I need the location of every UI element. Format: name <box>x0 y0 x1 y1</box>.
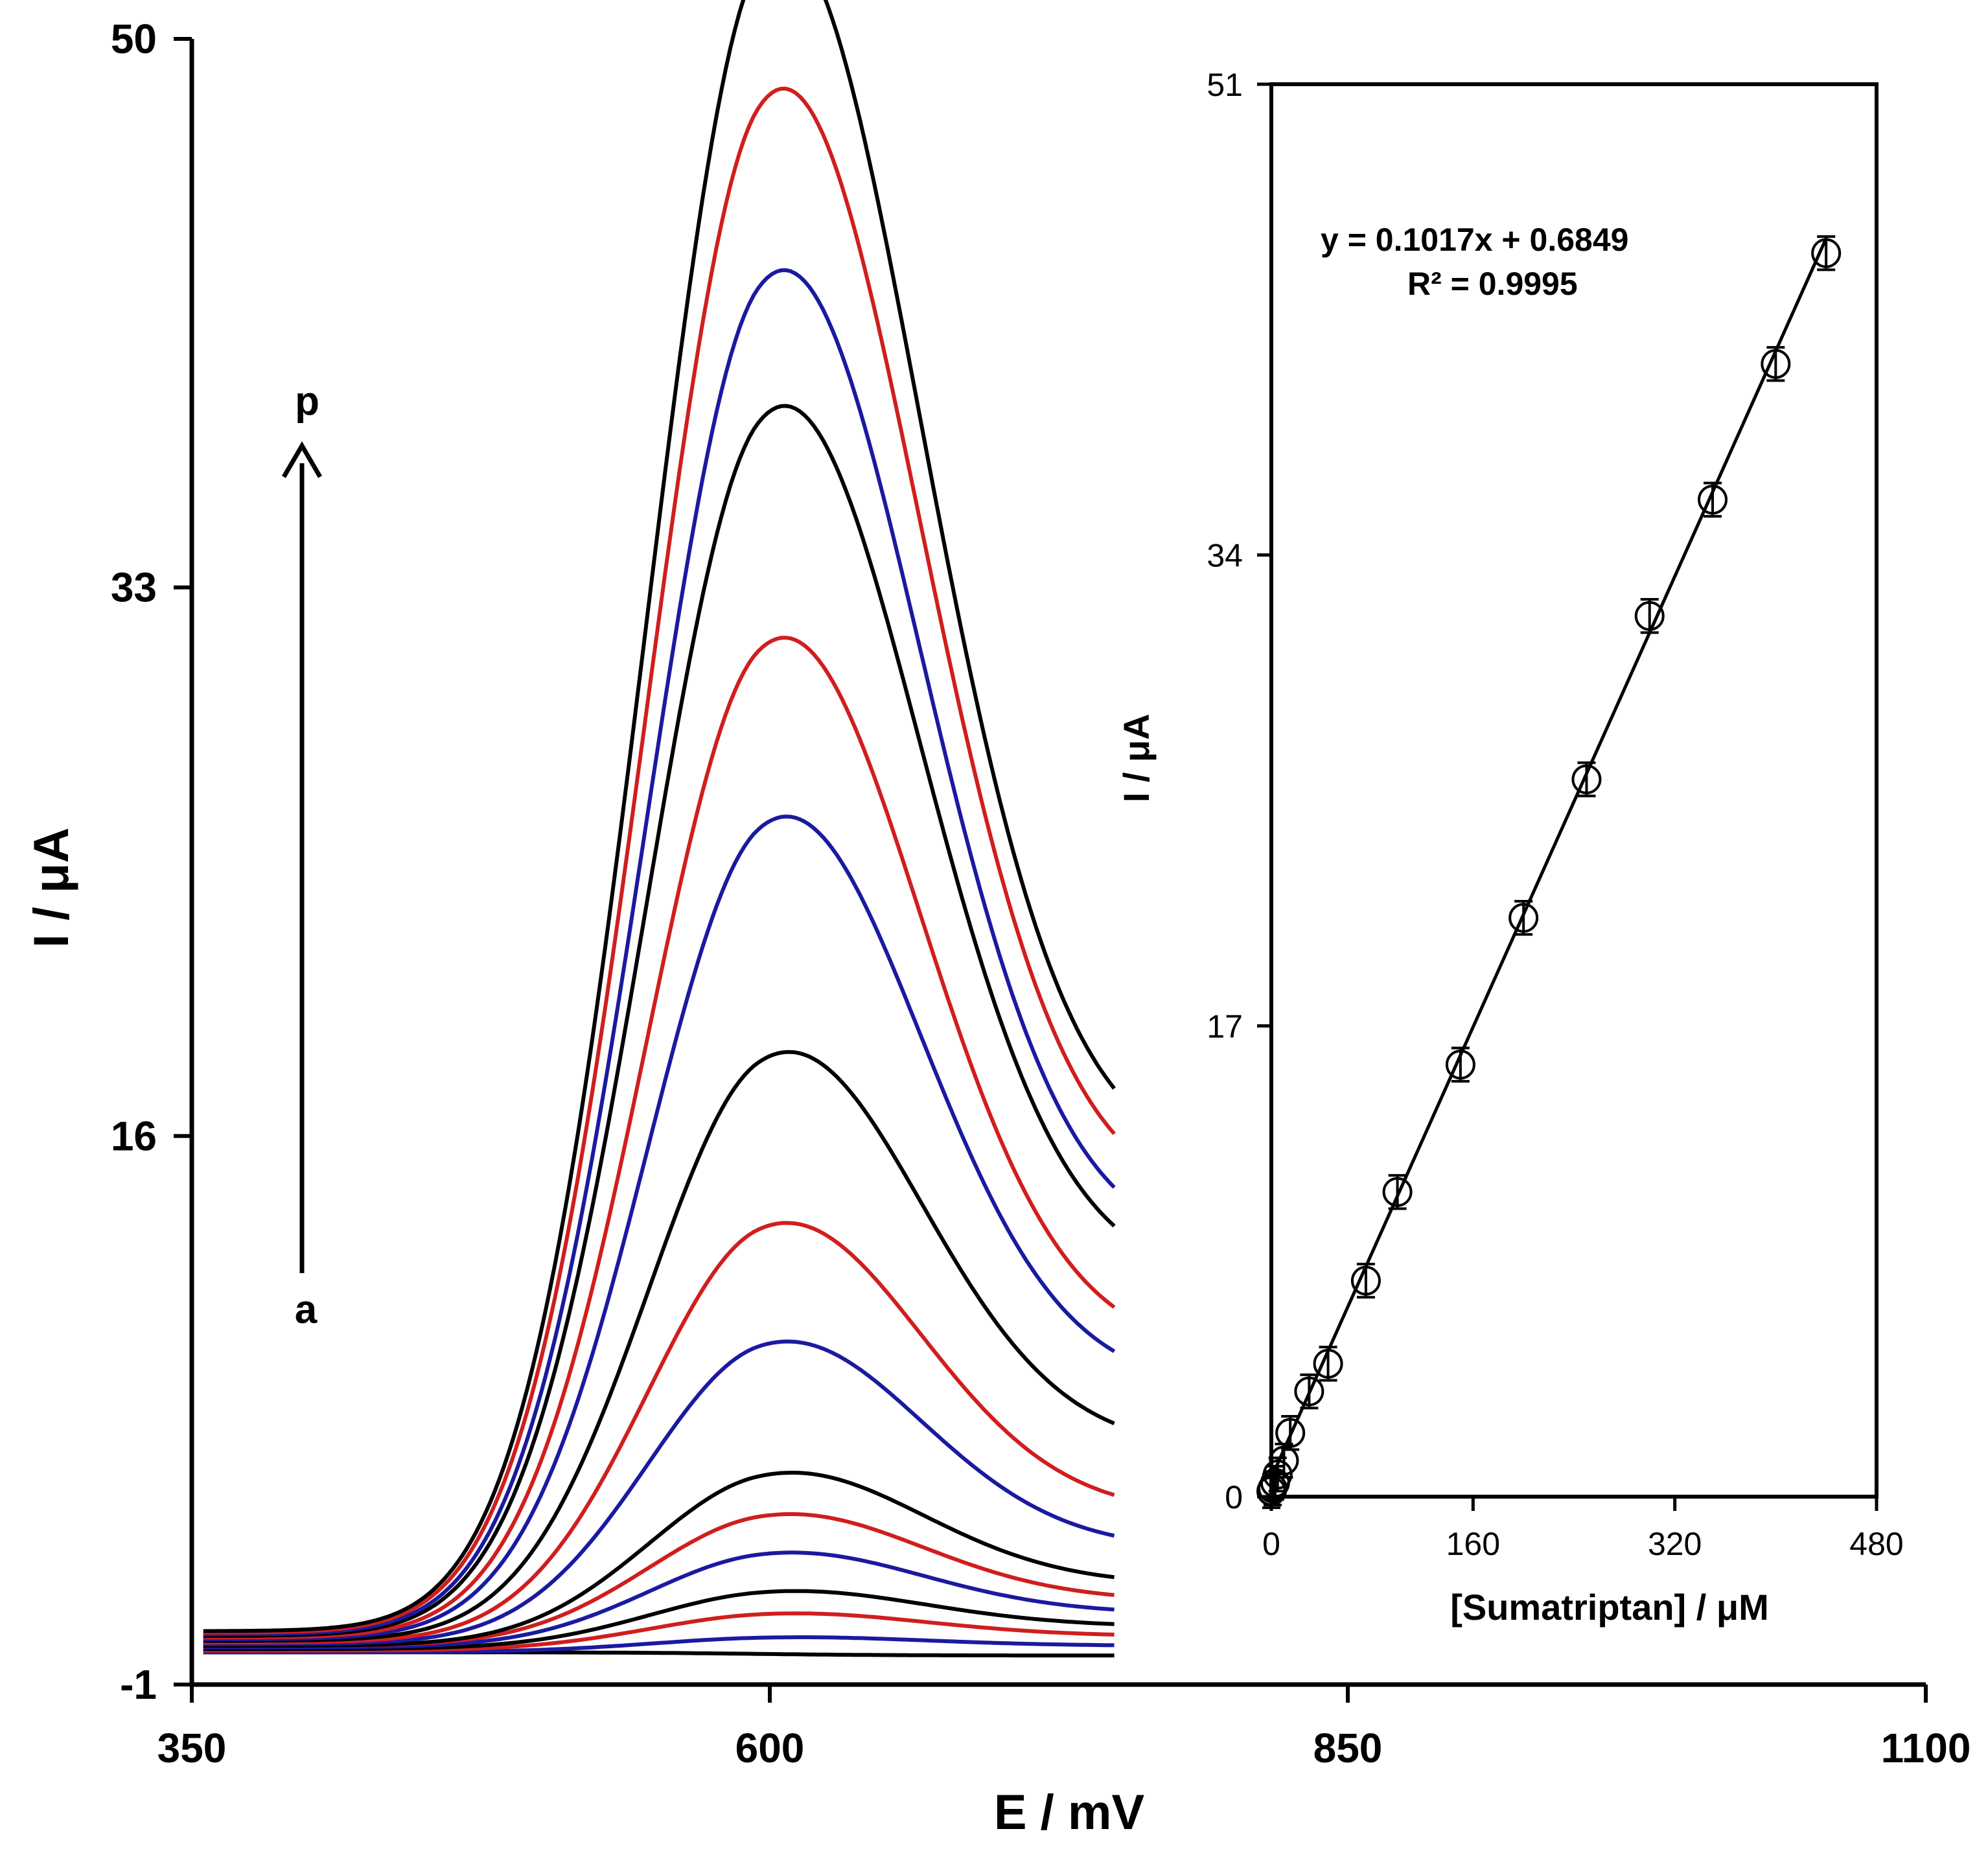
point-marker <box>1262 1459 1293 1490</box>
point-marker <box>1761 349 1791 379</box>
voltammogram-p <box>203 0 1116 1633</box>
voltammogram-m <box>203 404 1116 1639</box>
main-x-axis-title: E / mV <box>994 1785 1145 1840</box>
point-marker <box>1571 764 1602 794</box>
voltammogram-l <box>203 636 1116 1640</box>
inset-equation: y = 0.1017x + 0.6849 <box>1321 222 1628 258</box>
inset-y-axis-title: I / μA <box>1116 714 1157 803</box>
inset-data-point <box>1811 235 1842 271</box>
inset-data-point <box>1634 598 1665 634</box>
inset-chart: 0 160 320 480 0 17 34 51 y = 0.1017x + 0.6849 R… <box>1116 67 1904 1628</box>
main-y-tick-label: 16 <box>111 1112 157 1159</box>
inset-data-point <box>1313 1346 1343 1382</box>
voltammogram-i <box>203 1221 1115 1645</box>
inset-y-tick-label: 17 <box>1207 1008 1243 1044</box>
voltammogram-k <box>203 814 1116 1642</box>
inset-x-axis-title: [Sumatriptan] / μM <box>1450 1587 1769 1628</box>
inset-x-tick-label: 160 <box>1446 1526 1500 1562</box>
voltammogram-n <box>203 268 1116 1637</box>
voltammogram-o <box>203 86 1116 1635</box>
voltammogram-h <box>203 1339 1115 1646</box>
point-marker <box>1811 238 1842 268</box>
inset-data-point <box>1445 1046 1475 1083</box>
inset-x-tick-label: 320 <box>1648 1526 1702 1562</box>
inset-x-tick-label: 0 <box>1262 1526 1280 1562</box>
inset-points <box>1256 235 1842 1510</box>
inset-data-point <box>1275 1415 1306 1451</box>
main-x-tick-label: 600 <box>735 1725 805 1771</box>
main-y-tick-label: -1 <box>120 1661 157 1708</box>
inset-x-tick-label: 480 <box>1849 1526 1903 1562</box>
inset-y-tick-label: 51 <box>1207 67 1243 103</box>
main-chart: 350 600 850 1100 -1 16 33 50 E / mV I / μA p a <box>24 0 1971 1840</box>
point-marker <box>1382 1177 1413 1207</box>
inset-data-point <box>1382 1174 1413 1210</box>
arrow-label-top: p <box>295 379 319 424</box>
inset-frame <box>1269 82 1878 1499</box>
point-marker <box>1698 485 1728 515</box>
inset-data-point <box>1761 346 1791 382</box>
main-curves <box>203 0 1116 1658</box>
main-x-tick-label: 350 <box>157 1725 227 1771</box>
point-marker <box>1508 903 1539 933</box>
inset-r-squared: R² = 0.9995 <box>1407 266 1578 302</box>
point-marker <box>1275 1418 1306 1448</box>
point-marker <box>1445 1050 1475 1080</box>
series-direction-arrow: p a <box>281 379 323 1332</box>
inset-y-tick-label: 0 <box>1225 1479 1243 1515</box>
main-x-tick-label: 850 <box>1313 1725 1383 1771</box>
point-marker <box>1350 1265 1381 1296</box>
point-marker <box>1313 1348 1343 1379</box>
main-y-axis-title: I / μA <box>24 827 79 948</box>
inset-tick-labels: 0 160 320 480 0 17 34 51 <box>1207 67 1903 1562</box>
inset-fit-line-group <box>1269 237 1828 1479</box>
inset-background <box>1271 84 1877 1497</box>
main-y-tick-label: 33 <box>111 564 157 611</box>
arrow-head-icon <box>281 441 323 478</box>
inset-data-point <box>1571 761 1602 798</box>
inset-axes <box>1257 82 1878 1511</box>
main-x-tick-label: 1100 <box>1881 1725 1971 1771</box>
voltammogram-g <box>203 1471 1115 1648</box>
point-marker <box>1294 1376 1324 1407</box>
arrow-label-bottom: a <box>295 1287 318 1332</box>
inset-data-point <box>1508 899 1539 936</box>
inset-data-point <box>1698 481 1728 518</box>
voltammogram-j <box>203 1050 1115 1643</box>
main-tick-labels: 350 600 850 1100 -1 16 33 50 <box>111 16 1971 1771</box>
main-axes <box>174 37 1928 1703</box>
main-y-tick-label: 50 <box>111 16 157 62</box>
point-marker <box>1634 601 1665 631</box>
inset-y-tick-label: 34 <box>1207 538 1243 574</box>
inset-fit-line <box>1269 237 1828 1479</box>
inset-data-point <box>1294 1373 1324 1410</box>
inset-data-point <box>1350 1262 1381 1299</box>
